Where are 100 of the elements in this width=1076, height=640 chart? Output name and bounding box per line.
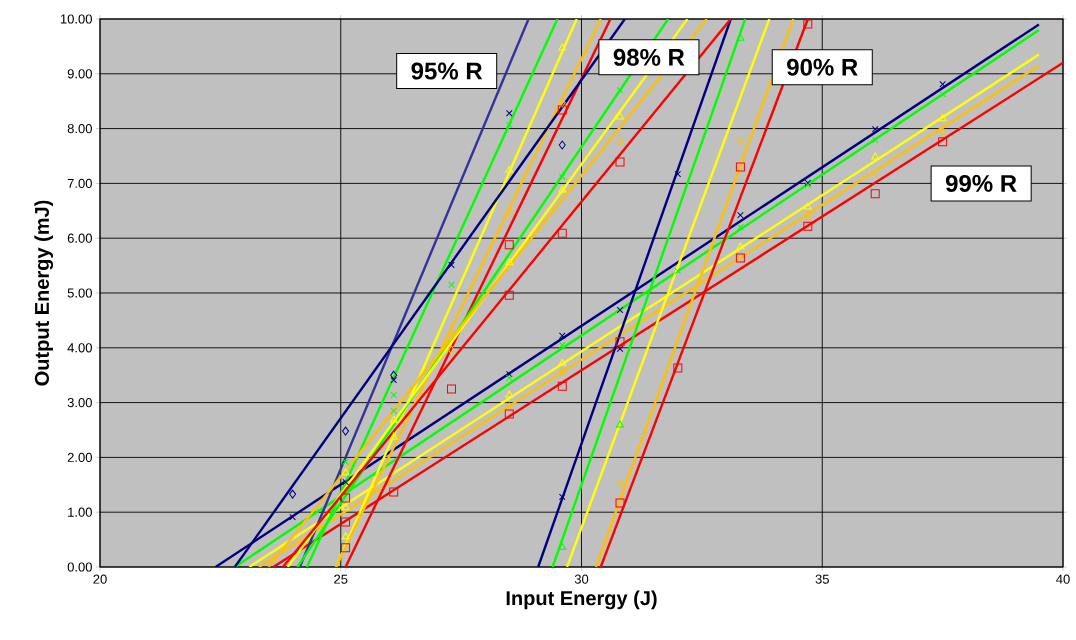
x-tick-label: 35 (815, 574, 829, 584)
point (341, 503, 350, 511)
point (736, 137, 744, 147)
point (341, 468, 350, 476)
point (390, 407, 398, 415)
point (341, 532, 350, 540)
annotation: 98% R (613, 48, 685, 66)
x-tick-label: 40 (1056, 574, 1070, 584)
annotation: 95% R (411, 62, 483, 80)
point (558, 185, 567, 193)
point (557, 228, 567, 238)
point (735, 253, 745, 263)
annotation: 99% R (945, 174, 1017, 192)
point (448, 261, 455, 269)
point (871, 168, 879, 178)
point (871, 152, 880, 160)
x-tick-label: 25 (334, 574, 348, 584)
point (673, 363, 683, 373)
point (803, 221, 813, 231)
point (558, 493, 566, 501)
point (616, 345, 624, 353)
point (341, 517, 351, 527)
point (939, 80, 946, 88)
point (558, 358, 567, 366)
point (289, 513, 296, 521)
point (558, 367, 566, 377)
point (674, 267, 682, 275)
y-tick-label: 0.00 (67, 562, 92, 572)
point (341, 493, 351, 503)
point (735, 162, 745, 172)
point (341, 543, 351, 553)
point (289, 489, 297, 499)
point (737, 223, 744, 231)
point (504, 409, 514, 419)
point (504, 290, 514, 300)
y-tick-label: 5.00 (67, 288, 92, 298)
point (736, 242, 745, 250)
point (390, 370, 398, 380)
point (616, 86, 624, 94)
point (803, 202, 812, 210)
point (871, 136, 879, 144)
point (615, 498, 625, 508)
point (390, 391, 398, 399)
point (939, 127, 947, 137)
point (448, 327, 455, 337)
point (674, 170, 682, 178)
point (736, 33, 745, 41)
point (558, 341, 566, 349)
point (737, 211, 744, 219)
point (616, 137, 624, 147)
point (505, 109, 513, 117)
y-tick-label: 7.00 (67, 178, 92, 188)
point (448, 281, 455, 289)
point (447, 384, 456, 394)
point (504, 240, 514, 250)
y-tick-label: 6.00 (67, 233, 92, 243)
point (557, 105, 567, 115)
point (342, 478, 349, 486)
x-tick-label: 20 (93, 574, 107, 584)
point (616, 420, 624, 428)
point (505, 121, 513, 129)
point (558, 140, 566, 150)
point (505, 165, 514, 173)
y-tick-label: 8.00 (67, 123, 92, 134)
point (342, 458, 349, 466)
point (448, 345, 455, 355)
y-tick-label: 2.00 (67, 452, 92, 462)
point (505, 208, 513, 218)
point (505, 402, 513, 412)
point (871, 125, 879, 133)
annotation: 90% R (787, 58, 858, 76)
point (615, 157, 625, 167)
point (342, 426, 350, 436)
y-tick-label: 1.00 (68, 507, 92, 517)
point (616, 478, 624, 488)
point (558, 98, 566, 108)
point (505, 258, 514, 266)
point (803, 19, 813, 29)
y-tick-label: 10.00 (60, 14, 92, 24)
y-tick-label: 4.00 (67, 343, 92, 353)
y-tick-label: 9.00 (67, 69, 92, 79)
point (505, 374, 513, 382)
point (558, 173, 566, 181)
point (558, 43, 567, 51)
point (804, 210, 812, 220)
y-axis-title: Output Energy (mJ) (34, 200, 54, 386)
x-axis-title: Input Energy (J) (506, 590, 657, 610)
point (616, 112, 624, 120)
point (389, 432, 398, 440)
point (389, 487, 399, 497)
point (615, 337, 625, 347)
x-tick-label: 30 (574, 574, 589, 584)
point (505, 390, 514, 398)
point (389, 415, 398, 423)
point (870, 189, 880, 199)
point (938, 137, 948, 147)
point (557, 381, 567, 391)
point (938, 114, 947, 122)
point (558, 332, 566, 340)
point (390, 376, 398, 384)
